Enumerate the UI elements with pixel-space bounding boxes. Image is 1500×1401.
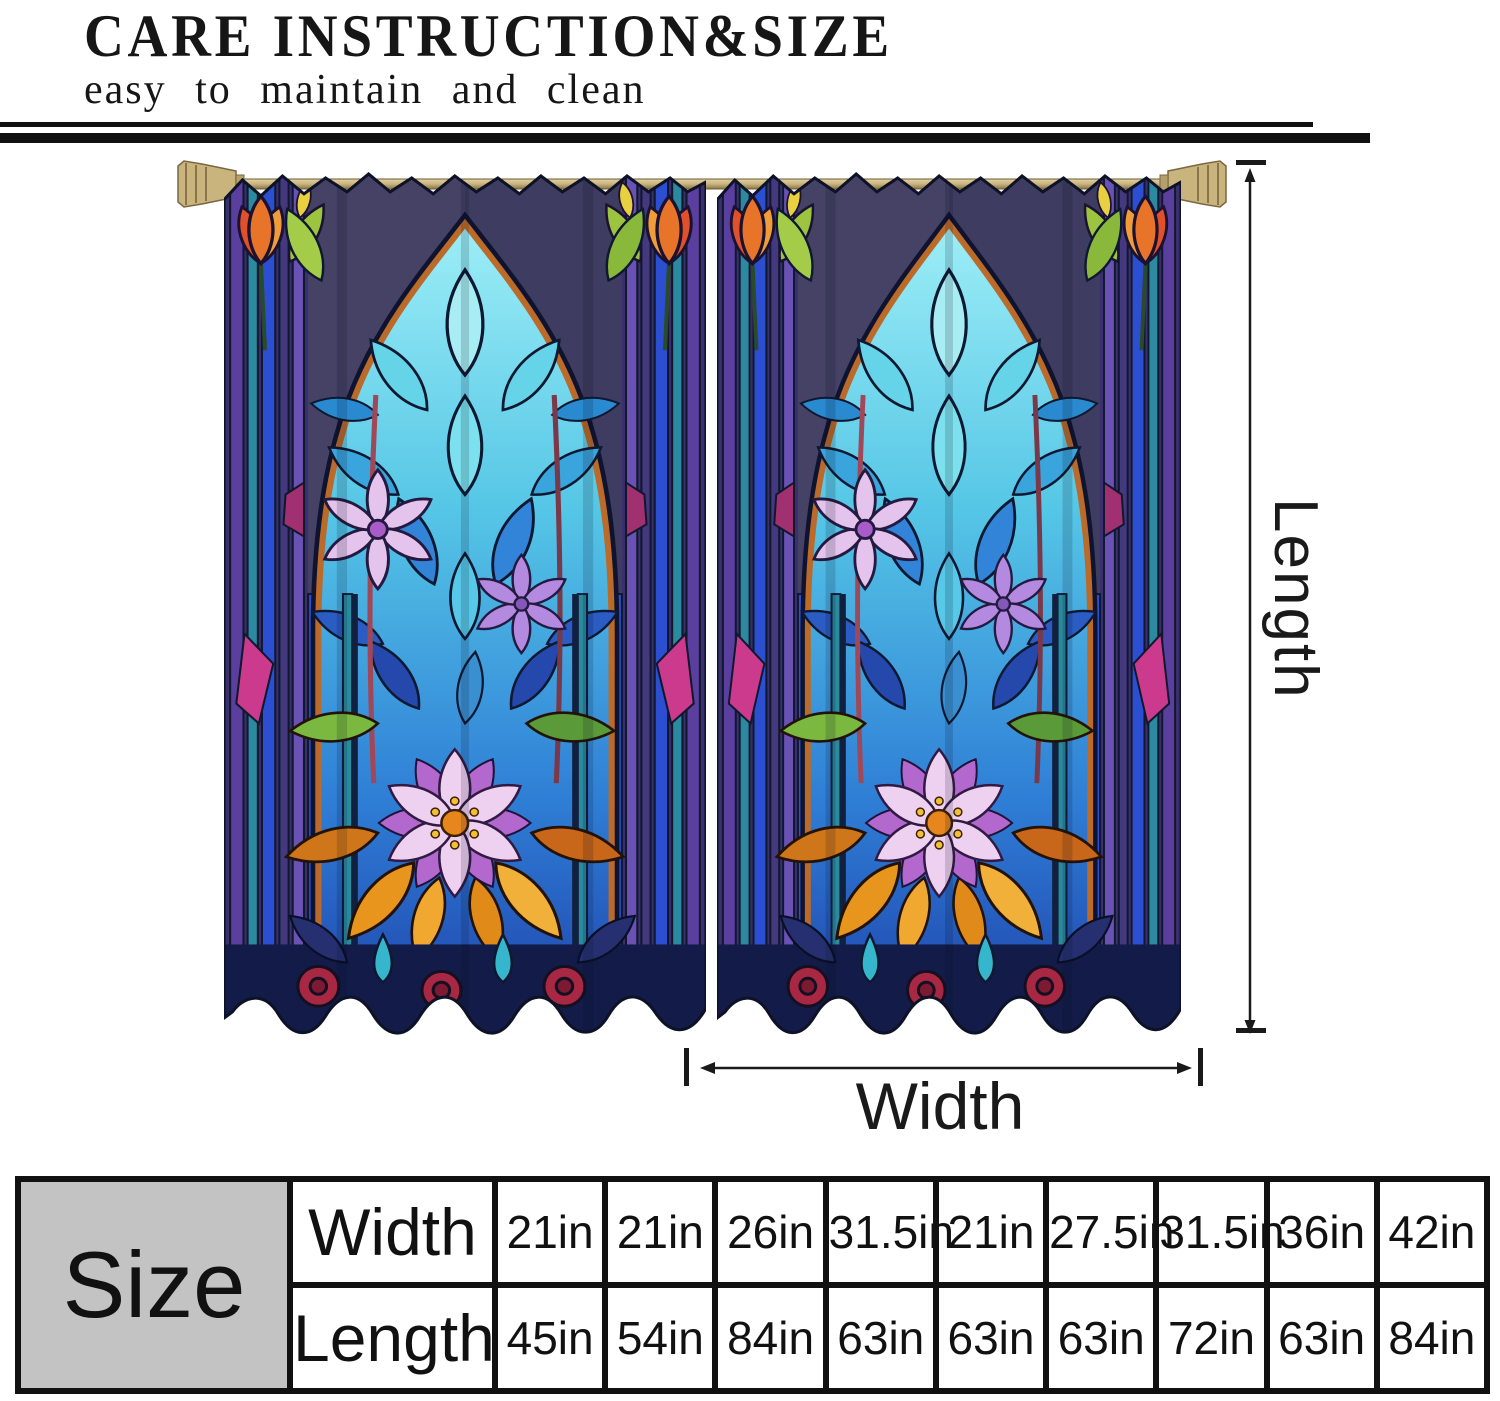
length-value-cell: 45in (491, 1282, 609, 1394)
width-value-cell: 21in (602, 1176, 719, 1288)
width-arrow (700, 1062, 1192, 1074)
length-value-cell: 63in (1043, 1282, 1160, 1394)
size-table-width-row: Size Width 21in 21in 26in 31.5in 21in 27… (15, 1176, 1491, 1394)
length-value-cell: 63in (932, 1282, 1050, 1394)
length-value-cell: 84in (1373, 1282, 1491, 1394)
width-value-cell: 27.5in (1043, 1176, 1174, 1288)
length-value-cell: 84in (712, 1282, 829, 1394)
width-right-tick (1198, 1048, 1203, 1086)
length-arrow (1244, 168, 1256, 1034)
width-left-tick (684, 1048, 689, 1086)
length-label: Length (1261, 498, 1330, 700)
width-value-cell: 31.5in (822, 1176, 954, 1288)
width-value-cell: 21in (932, 1176, 1050, 1288)
page-subtitle: easy to maintain and clean (84, 67, 646, 113)
length-value-cell: 54in (602, 1282, 719, 1394)
divider-thin-rule (0, 122, 1313, 127)
length-value-cell: 63in (822, 1282, 939, 1394)
length-value-cell: 63in (1263, 1282, 1380, 1394)
width-value-cell: 42in (1373, 1176, 1491, 1288)
size-table-corner-label: Size (15, 1176, 293, 1394)
size-table: Size Width 21in 21in 26in 31.5in 21in 27… (15, 1176, 1491, 1394)
width-value-cell: 31.5in (1153, 1176, 1285, 1288)
length-value-cell: 72in (1153, 1282, 1270, 1394)
width-label: Width (855, 1069, 1025, 1143)
divider-thick-rule (0, 133, 1370, 143)
curtain-panel-left (224, 166, 706, 1042)
length-top-tick (1236, 160, 1266, 165)
length-row-label: Length (287, 1282, 498, 1394)
width-value-cell: 26in (712, 1176, 829, 1288)
width-value-cell: 36in (1263, 1176, 1380, 1288)
curtain-panel-right (717, 166, 1181, 1042)
size-table-length-row: Length 45in 54in 84in 63in 63in 63in 72i… (18, 1282, 1491, 1394)
page-title: CARE INSTRUCTION&SIZE (84, 3, 893, 69)
width-row-label: Width (287, 1176, 498, 1288)
width-value-cell: 21in (491, 1176, 609, 1288)
